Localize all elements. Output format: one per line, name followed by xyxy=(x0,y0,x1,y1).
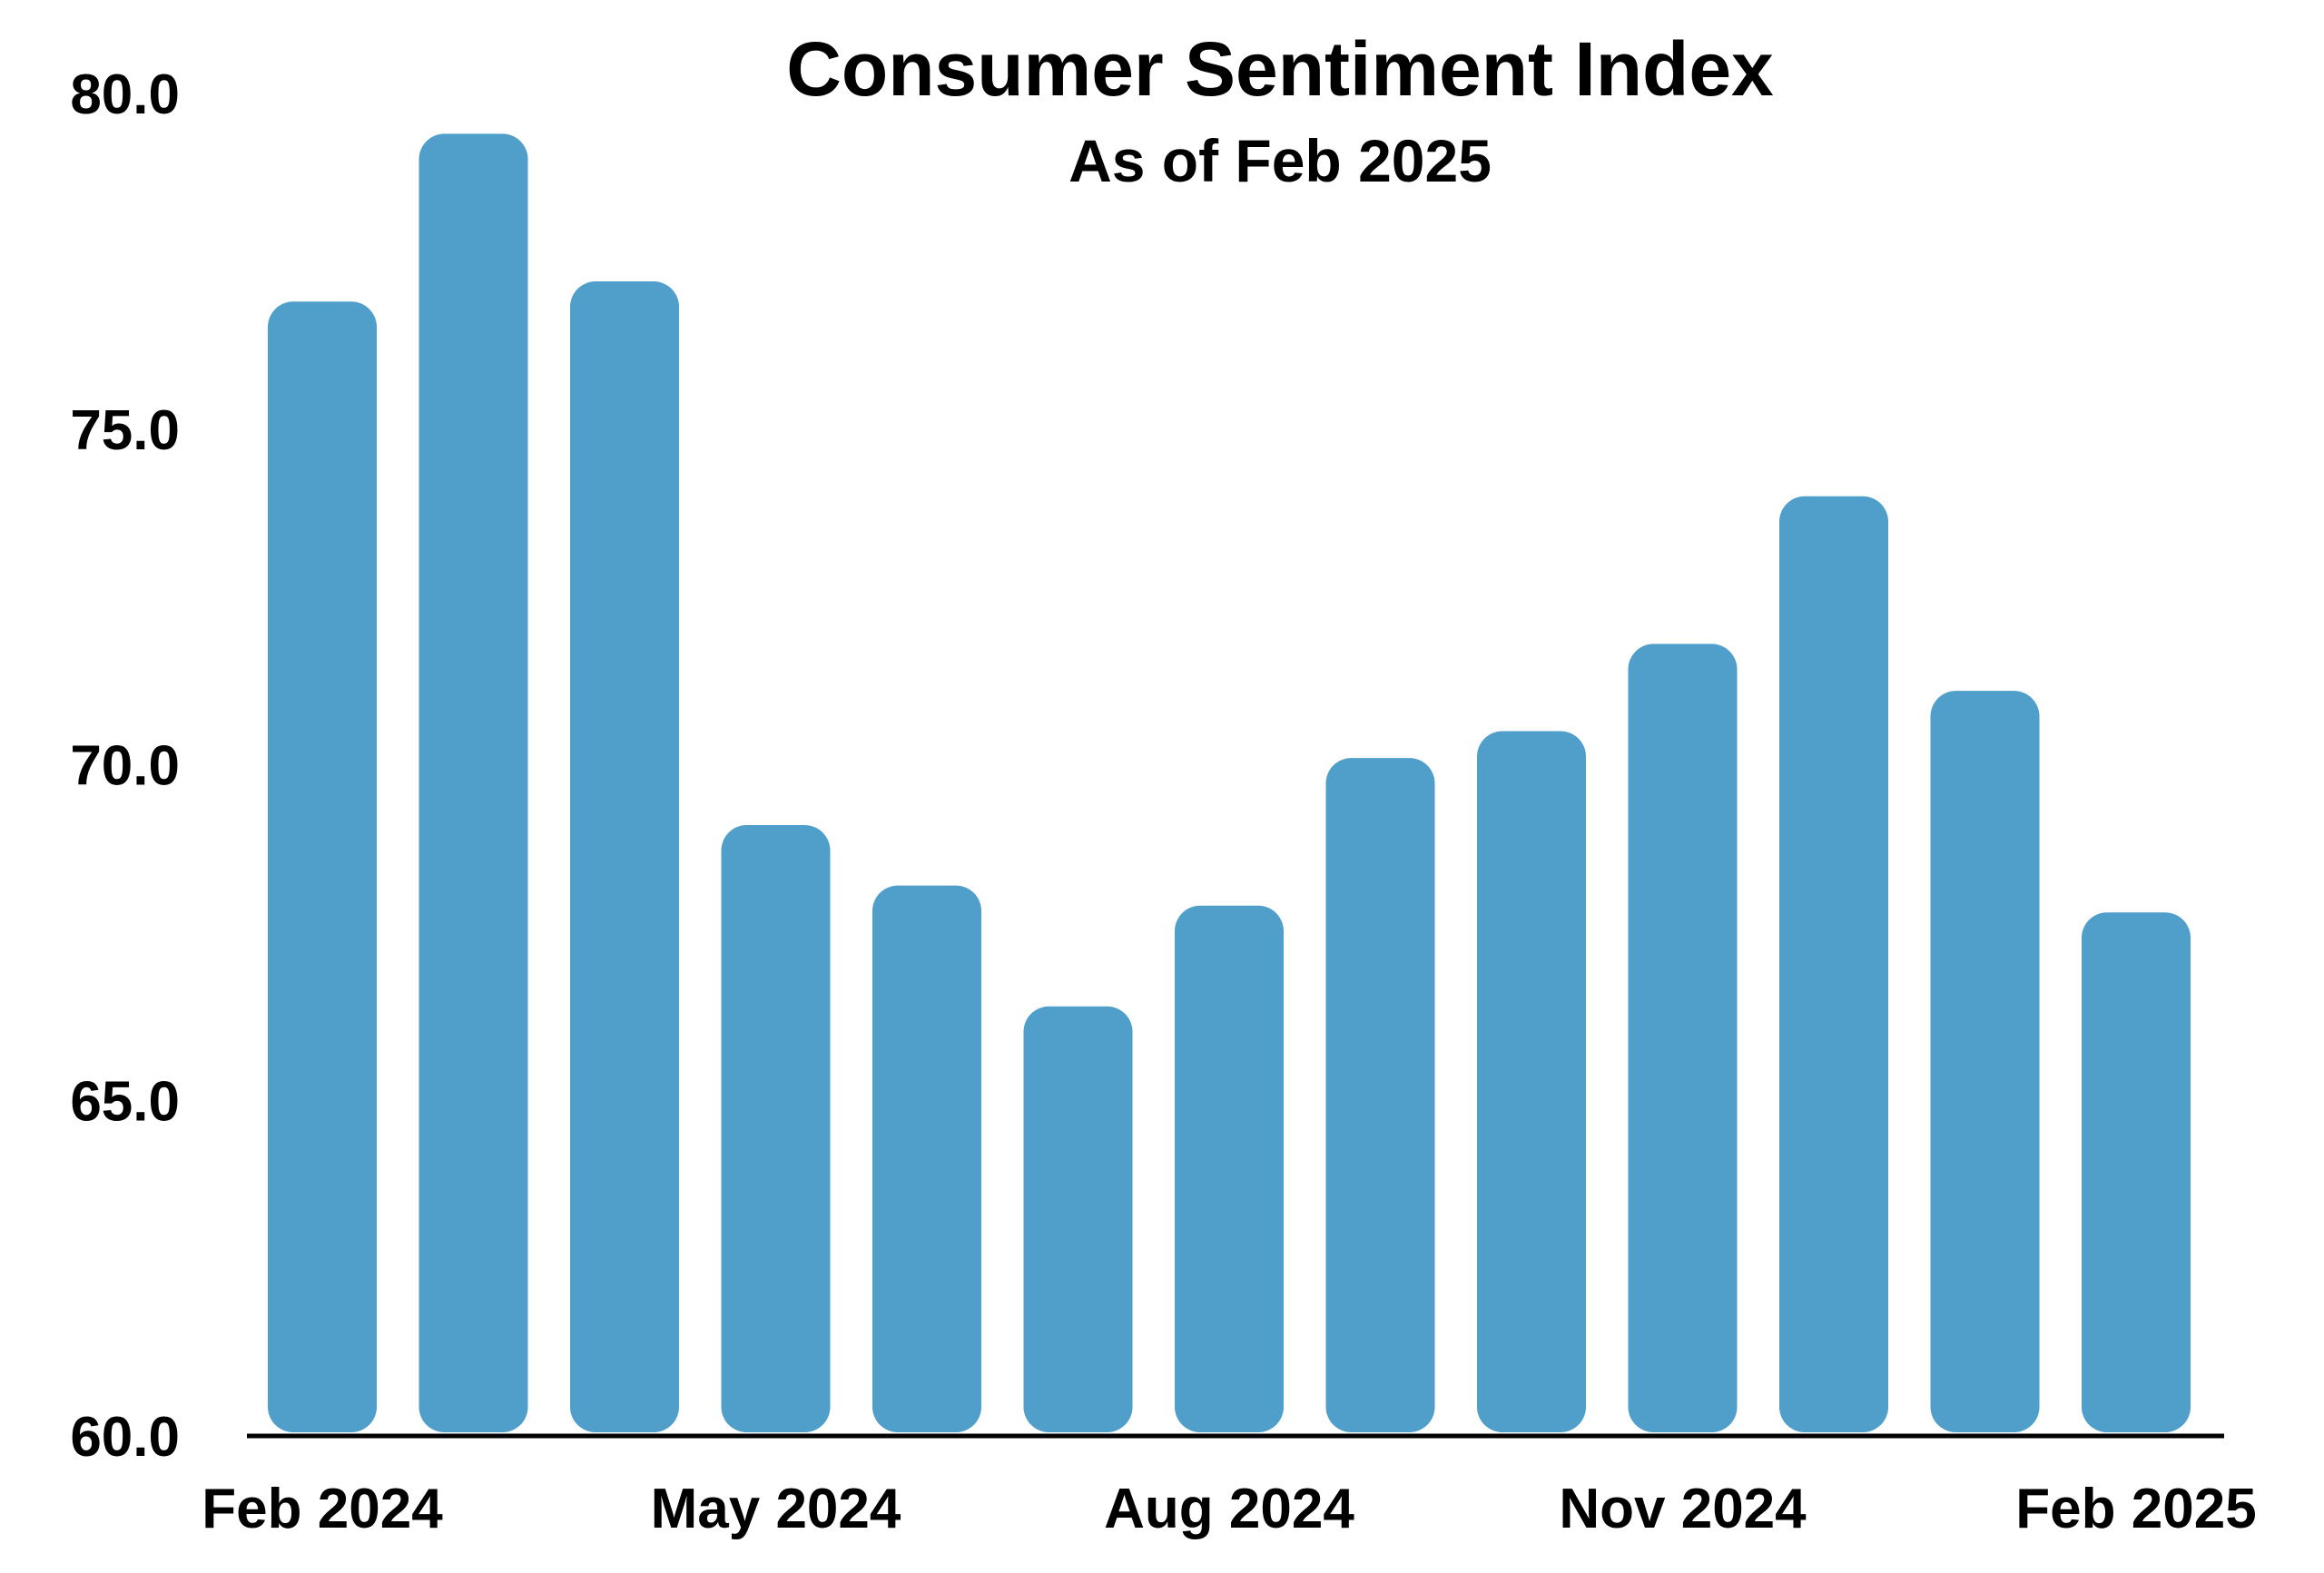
bar xyxy=(1175,905,1284,1432)
y-tick-label: 65.0 xyxy=(70,1070,180,1133)
bar xyxy=(1477,731,1586,1432)
y-tick-label: 75.0 xyxy=(70,399,180,462)
y-tick-label: 80.0 xyxy=(70,64,180,126)
bars-group xyxy=(268,133,2191,1433)
bar xyxy=(570,281,679,1432)
bar xyxy=(268,301,377,1432)
bar xyxy=(1930,691,2040,1432)
bar xyxy=(1023,1006,1133,1432)
bar xyxy=(872,885,981,1432)
chart-subtitle: As of Feb 2025 xyxy=(1068,127,1492,194)
x-tick-label: Aug 2024 xyxy=(1104,1478,1354,1540)
x-axis-ticks: Feb 2024 May 2024 Aug 2024 Nov 2024 Feb 2025 xyxy=(202,1478,2256,1540)
bar xyxy=(2082,912,2191,1432)
x-tick-label: Nov 2024 xyxy=(1559,1478,1807,1540)
x-tick-label: May 2024 xyxy=(651,1478,901,1540)
y-tick-label: 70.0 xyxy=(70,735,180,798)
x-tick-label: Feb 2024 xyxy=(202,1478,443,1540)
chart-title: Consumer Sentiment Index xyxy=(786,26,1774,112)
x-tick-label: Feb 2025 xyxy=(2015,1478,2256,1540)
bar xyxy=(1779,496,1888,1433)
y-tick-label: 60.0 xyxy=(70,1406,180,1469)
y-axis-ticks: 60.0 65.0 70.0 75.0 80.0 xyxy=(70,64,180,1469)
bar xyxy=(1628,644,1738,1432)
bar xyxy=(419,133,528,1432)
bar xyxy=(721,825,831,1432)
bar xyxy=(1325,758,1435,1432)
